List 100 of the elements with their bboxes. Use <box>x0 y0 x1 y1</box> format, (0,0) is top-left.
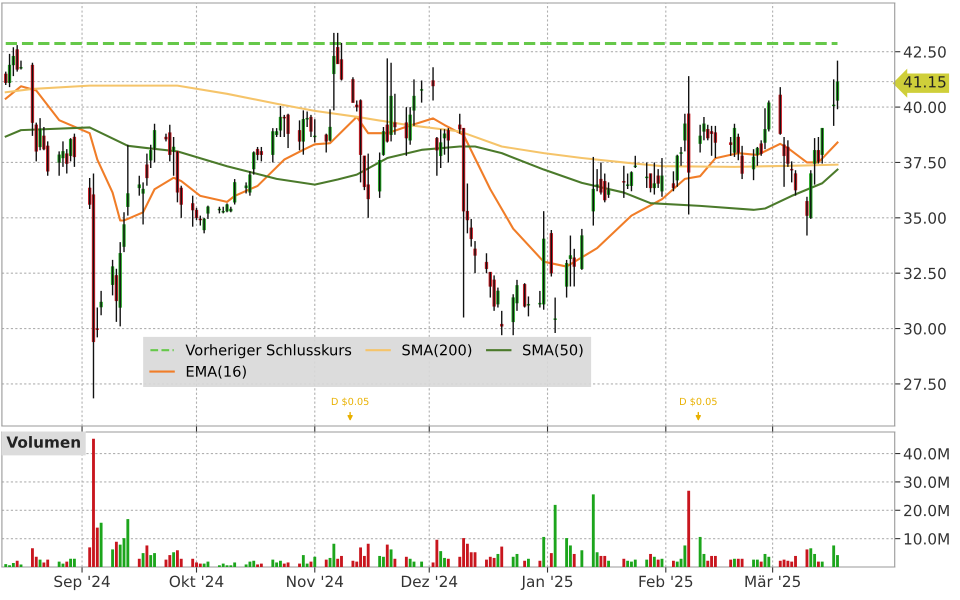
bar <box>42 562 46 567</box>
bar <box>698 536 702 567</box>
bar <box>286 562 290 567</box>
bar <box>260 564 263 567</box>
line-series <box>4 126 839 211</box>
chart-title: Volumen <box>6 436 80 448</box>
bar <box>31 548 34 567</box>
y-tick-label: 30.00 <box>904 323 946 335</box>
bar <box>390 549 393 567</box>
bar <box>378 556 382 567</box>
bar <box>538 560 542 567</box>
bar <box>126 519 130 567</box>
bar <box>626 560 630 567</box>
bar <box>752 560 755 567</box>
bar <box>72 558 76 567</box>
y-tick-label: 20.0M <box>904 504 949 516</box>
x-tick-label: Okt '24 <box>170 575 224 588</box>
bar <box>786 560 790 567</box>
bar <box>756 560 759 567</box>
y-tick-label: 30.0M <box>904 476 949 488</box>
annotation: D $0.05 <box>332 398 368 406</box>
bar <box>565 538 568 567</box>
bar <box>275 562 278 567</box>
x-tick-label: Mär '25 <box>745 575 800 588</box>
bar <box>172 552 176 567</box>
bar <box>382 556 385 567</box>
bar <box>408 558 412 567</box>
bar <box>660 558 664 567</box>
bar <box>279 560 282 567</box>
bar <box>794 556 797 567</box>
bar <box>12 563 15 567</box>
bar <box>656 560 660 567</box>
bar <box>176 550 179 567</box>
bar <box>622 558 626 567</box>
bar <box>233 562 236 567</box>
y-tick-label: 32.50 <box>904 268 946 280</box>
bar <box>462 538 466 567</box>
legend-label: SMA(50) <box>523 344 583 358</box>
y-tick-label: 41.15 <box>904 76 946 88</box>
bar <box>683 545 686 567</box>
bar <box>516 554 518 567</box>
bar <box>69 558 72 567</box>
y-tick-label: 37.50 <box>904 156 946 168</box>
x-tick-label: Jan '25 <box>520 576 572 590</box>
bar <box>298 564 301 567</box>
bar <box>100 522 103 567</box>
bar <box>412 562 416 567</box>
bar <box>282 564 286 567</box>
bar <box>435 540 438 567</box>
x-tick-label: Feb '25 <box>640 575 692 588</box>
bar <box>649 554 652 567</box>
bar <box>332 544 336 567</box>
bar <box>111 549 114 567</box>
bar <box>710 556 714 567</box>
bar <box>244 564 248 567</box>
bar <box>153 553 156 567</box>
y-tick-label: 42.50 <box>904 46 946 58</box>
bar <box>652 556 656 567</box>
legend-label: EMA(16) <box>186 366 246 379</box>
y-tick-label: 10.0M <box>904 533 949 545</box>
bar <box>554 504 557 567</box>
bar <box>359 547 362 567</box>
y-tick-label: 35.00 <box>904 212 946 224</box>
x-tick-label: Sep '24 <box>54 576 110 590</box>
line-series <box>4 85 839 268</box>
legend-label: SMA(200) <box>402 344 472 358</box>
bar <box>714 556 717 567</box>
bar <box>600 556 602 567</box>
bar <box>352 560 354 567</box>
bar <box>492 558 496 567</box>
y-tick-label: 27.50 <box>904 378 946 390</box>
bar <box>62 564 64 567</box>
annotation: D $0.05 <box>680 398 717 406</box>
bar <box>740 558 744 567</box>
bar <box>474 552 476 567</box>
bar <box>607 560 610 567</box>
bar <box>446 558 450 567</box>
bar <box>222 564 225 567</box>
bar <box>248 562 252 567</box>
bar <box>302 555 305 567</box>
bar <box>393 558 396 567</box>
bar <box>496 554 500 567</box>
bar <box>782 560 786 567</box>
bar <box>145 545 148 567</box>
legend-label: Vorheriger Schlusskurs <box>186 344 352 358</box>
y-tick-label: 40.00 <box>904 102 946 114</box>
bar <box>832 545 836 567</box>
bar <box>630 562 633 567</box>
bar <box>550 553 553 567</box>
bar <box>404 556 408 567</box>
line-series <box>4 84 839 168</box>
bar <box>198 564 202 567</box>
bar <box>336 558 340 567</box>
bar <box>764 554 766 567</box>
bar <box>806 549 808 567</box>
bar <box>733 558 736 567</box>
bar <box>485 560 488 567</box>
bar <box>420 562 424 567</box>
bar <box>142 553 145 567</box>
y-tick-label: 40.0M <box>904 448 949 460</box>
